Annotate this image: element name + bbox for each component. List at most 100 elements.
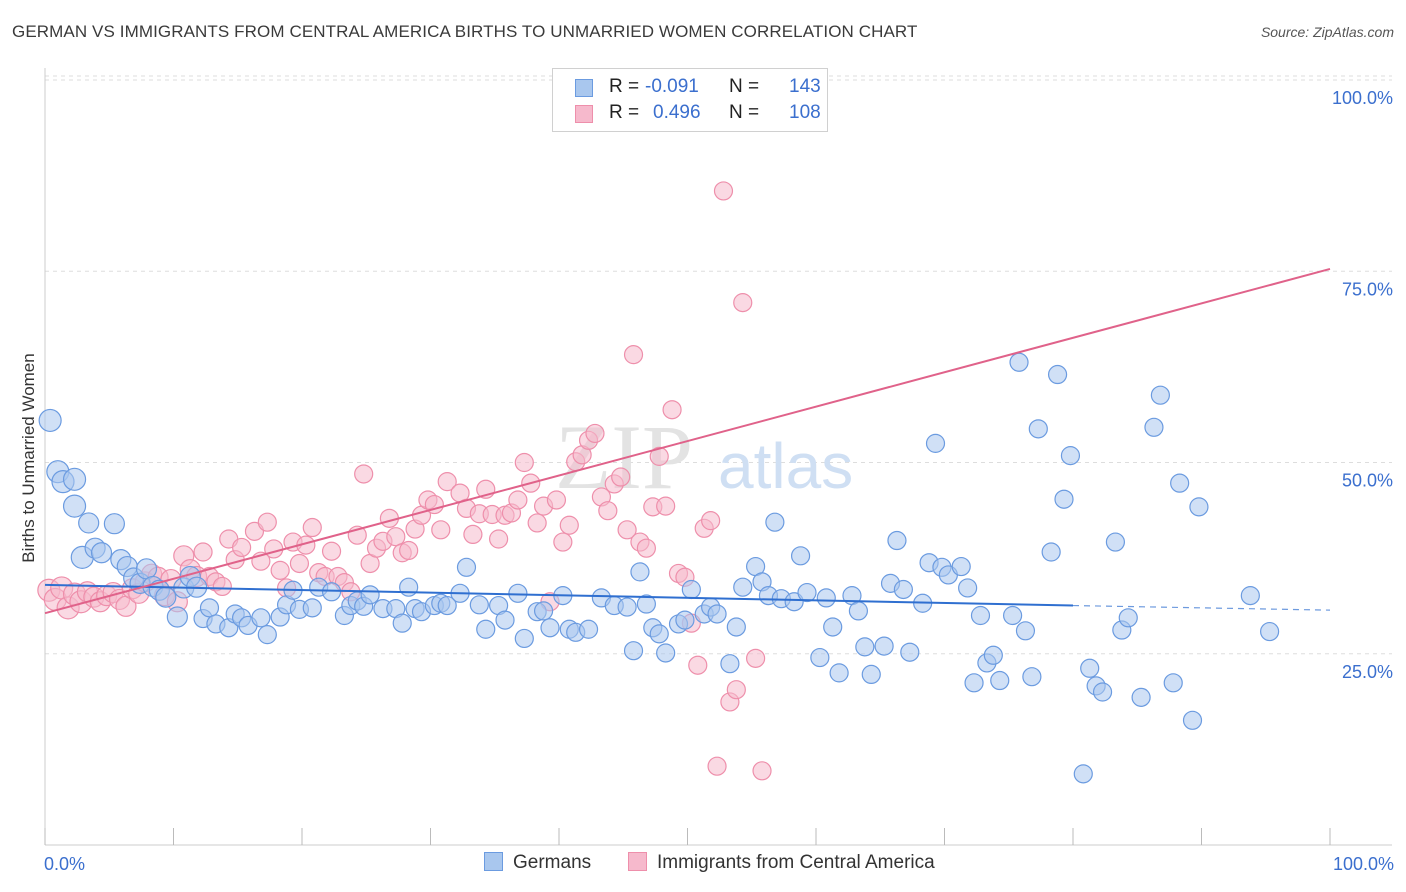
germans-point (1240, 586, 1260, 606)
immigrants-point (623, 345, 644, 365)
bottom-legend-swatch-germans (484, 852, 503, 871)
germans-point (816, 588, 836, 608)
germans-point (360, 585, 380, 605)
bottom-legend-germans: Germans (484, 852, 591, 876)
germans-point (636, 594, 656, 614)
legend-n-value-germans: 143 (789, 76, 821, 97)
germans-point (399, 577, 419, 597)
germans-point (964, 673, 984, 693)
immigrants-point (553, 532, 573, 552)
germans-point (533, 601, 554, 621)
germans-point (951, 556, 971, 577)
germans-point (720, 654, 740, 674)
germans-point (990, 670, 1010, 691)
germans-point (1054, 489, 1074, 509)
immigrants-point (752, 761, 772, 781)
legend-r-label: R = (609, 76, 640, 97)
germans-point (495, 610, 515, 630)
immigrants-point (726, 680, 746, 700)
immigrants-point (527, 513, 547, 533)
germans-point (1105, 532, 1126, 552)
germans-point (90, 542, 113, 564)
bottom-legend-swatch-immigrants (628, 852, 647, 871)
immigrants-point (354, 464, 374, 484)
legend-n-value-immigrants: 108 (789, 102, 821, 123)
germans-point (848, 601, 869, 621)
immigrants-point (649, 446, 669, 466)
germans-point (469, 595, 489, 615)
germans-point (135, 558, 158, 580)
bottom-legend-immigrants: Immigrants from Central America (628, 852, 935, 876)
immigrants-point (617, 520, 637, 540)
bottom-legend-label-germans: Germans (513, 852, 592, 873)
immigrants-point (746, 648, 766, 668)
immigrants-point (437, 472, 457, 492)
germans-point (1150, 385, 1170, 405)
germans-point (62, 494, 87, 518)
germans-point (630, 562, 650, 582)
germans-point (166, 606, 188, 628)
immigrants-point (302, 517, 322, 538)
immigrants-point (713, 181, 734, 201)
chart-title: GERMAN VS IMMIGRANTS FROM CENTRAL AMERIC… (12, 22, 918, 41)
immigrants-point (656, 496, 676, 516)
immigrants-point (636, 538, 656, 558)
immigrants-point (707, 756, 727, 776)
watermark: ZIP atlas (555, 406, 853, 508)
germans-point (983, 645, 1003, 665)
germans-point (103, 513, 125, 535)
immigrants-point (321, 541, 342, 561)
germans-point (1003, 605, 1023, 626)
germans-point (1041, 542, 1061, 562)
germans-point (874, 636, 894, 656)
germans-point (155, 586, 177, 608)
grid (45, 75, 1392, 655)
germans-point (476, 619, 496, 639)
germans-point (958, 578, 978, 598)
legend-r-value-immigrants: 0.496 (653, 102, 701, 123)
germans-point (514, 628, 534, 649)
immigrants-trend-line (44, 267, 1331, 615)
legend-r-value-germans: -0.091 (645, 76, 699, 97)
germans-trend-line (44, 583, 1074, 607)
germans-point (1009, 352, 1029, 372)
y-tick-label-75: 75.0% (1342, 279, 1393, 299)
immigrants-point (399, 540, 419, 561)
immigrants-point (559, 515, 579, 535)
germans-point (321, 582, 342, 602)
germans-point (1028, 419, 1048, 439)
germans-point (199, 598, 220, 618)
germans-point (970, 605, 991, 626)
immigrants-point (688, 655, 708, 675)
germans-point (623, 641, 644, 661)
watermark-atlas: atlas (718, 430, 853, 502)
germans-point (437, 595, 457, 616)
x-tick-label-max: 100.0% (1333, 854, 1394, 874)
germans-point (893, 579, 913, 600)
y-axis-label: Births to Unmarried Women (19, 353, 38, 562)
immigrants-point (232, 537, 252, 558)
germans-point (707, 604, 727, 624)
immigrants-point (514, 452, 534, 473)
immigrants-point (546, 490, 567, 510)
immigrants-point (212, 576, 232, 597)
germans-point (1022, 667, 1042, 687)
germans-point (1189, 497, 1209, 517)
immigrants-point (733, 293, 753, 313)
germans-point (456, 557, 477, 577)
germans-point (302, 598, 322, 618)
germans-point (925, 433, 946, 453)
germans-point (62, 467, 87, 491)
immigrants-point (257, 512, 277, 532)
germans-point (1092, 682, 1113, 702)
germans-point (1015, 621, 1036, 641)
legend-swatch-germans (575, 79, 593, 97)
germans-point (617, 597, 637, 617)
legend-n-label: N = (729, 102, 760, 123)
legend-r-label: R = (609, 102, 640, 123)
immigrants-point (611, 467, 631, 487)
germans-point (797, 582, 817, 603)
immigrants-point (489, 529, 509, 549)
germans-point (1144, 417, 1164, 437)
